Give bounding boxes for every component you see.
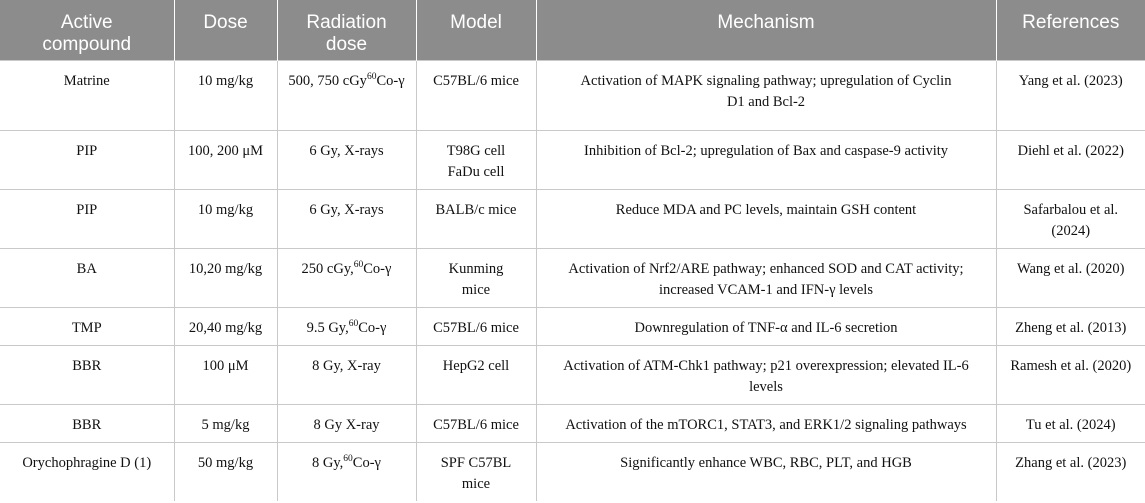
cell-radiation-dose: 500, 750 cGy60Co-γ <box>276 59 417 131</box>
cell-dose: 100, 200 μM <box>173 129 278 190</box>
cell-dose: 10 mg/kg <box>173 59 278 131</box>
cell-model: Kunming mice <box>415 247 537 308</box>
cell-reference: Yang et al. (2023) <box>995 59 1145 131</box>
cell-reference: Ramesh et al. (2020) <box>995 344 1145 405</box>
cell-mechanism: Downregulation of TNF-α and IL-6 secreti… <box>535 306 997 346</box>
cell-compound: TMP <box>0 306 175 346</box>
header-mechanism: Mechanism <box>535 0 996 60</box>
header-model: Model <box>415 0 536 60</box>
cell-mechanism: Activation of ATM-Chk1 pathway; p21 over… <box>535 344 997 405</box>
cell-reference: Wang et al. (2020) <box>995 247 1145 308</box>
header-radiation-dose: Radiation dose <box>276 0 416 60</box>
cell-dose: 20,40 mg/kg <box>173 306 278 346</box>
cell-model: HepG2 cell <box>415 344 537 405</box>
cell-compound: Matrine <box>0 59 175 131</box>
cell-radiation-dose: 250 cGy,60Co-γ <box>276 247 417 308</box>
cell-radiation-dose: 9.5 Gy,60Co-γ <box>276 306 417 346</box>
cell-model: C57BL/6 mice <box>415 59 537 131</box>
cell-reference: Diehl et al. (2022) <box>995 129 1145 190</box>
cell-radiation-dose: 6 Gy, X-rays <box>276 129 417 190</box>
table-row: BBR 100 μM 8 Gy, X-ray HepG2 cell Activa… <box>0 344 1145 405</box>
cell-radiation-dose: 6 Gy, X-rays <box>276 188 417 249</box>
cell-mechanism: Activation of MAPK signaling pathway; up… <box>535 59 997 131</box>
table-row: Orychophragine D (1) 50 mg/kg 8 Gy,60Co-… <box>0 441 1145 501</box>
header-dose: Dose <box>173 0 277 60</box>
cell-radiation-dose: 8 Gy,60Co-γ <box>276 441 417 501</box>
cell-compound: BBR <box>0 403 175 443</box>
cell-model: SPF C57BL mice <box>415 441 537 501</box>
cell-reference: Safarbalou et al. (2024) <box>995 188 1145 249</box>
cell-compound: PIP <box>0 188 175 249</box>
cell-mechanism: Inhibition of Bcl-2; upregulation of Bax… <box>535 129 997 190</box>
cell-model: C57BL/6 mice <box>415 306 537 346</box>
cell-compound: BA <box>0 247 175 308</box>
cell-mechanism: Reduce MDA and PC levels, maintain GSH c… <box>535 188 997 249</box>
cell-dose: 100 μM <box>173 344 278 405</box>
table-row: BBR 5 mg/kg 8 Gy X-ray C57BL/6 mice Acti… <box>0 403 1145 443</box>
cell-dose: 10 mg/kg <box>173 188 278 249</box>
cell-mechanism: Significantly enhance WBC, RBC, PLT, and… <box>535 441 997 501</box>
table-row: PIP 10 mg/kg 6 Gy, X-rays BALB/c mice Re… <box>0 188 1145 249</box>
cell-dose: 5 mg/kg <box>173 403 278 443</box>
cell-radiation-dose: 8 Gy X-ray <box>276 403 417 443</box>
cell-reference: Tu et al. (2024) <box>995 403 1145 443</box>
table-row: Matrine 10 mg/kg 500, 750 cGy60Co-γ C57B… <box>0 59 1145 131</box>
cell-mechanism: Activation of the mTORC1, STAT3, and ERK… <box>535 403 997 443</box>
cell-mechanism: Activation of Nrf2/ARE pathway; enhanced… <box>535 247 997 308</box>
table-row: TMP 20,40 mg/kg 9.5 Gy,60Co-γ C57BL/6 mi… <box>0 306 1145 346</box>
cell-model: BALB/c mice <box>415 188 537 249</box>
header-references: References <box>995 0 1145 60</box>
cell-model: C57BL/6 mice <box>415 403 537 443</box>
table-row: BA 10,20 mg/kg 250 cGy,60Co-γ Kunming mic… <box>0 247 1145 308</box>
header-row: Active compound Dose Radiation dose Model … <box>0 0 1145 60</box>
cell-reference: Zheng et al. (2013) <box>995 306 1145 346</box>
cell-compound: PIP <box>0 129 175 190</box>
cell-compound: BBR <box>0 344 175 405</box>
cell-reference: Zhang et al. (2023) <box>995 441 1145 501</box>
cell-dose: 10,20 mg/kg <box>173 247 278 308</box>
cell-compound: Orychophragine D (1) <box>0 441 175 501</box>
cell-model: T98G cell FaDu cell <box>415 129 537 190</box>
header-active-compound: Active compound <box>0 0 174 60</box>
cell-radiation-dose: 8 Gy, X-ray <box>276 344 417 405</box>
table-row: PIP 100, 200 μM 6 Gy, X-rays T98G cell Fa… <box>0 129 1145 190</box>
cell-dose: 50 mg/kg <box>173 441 278 501</box>
